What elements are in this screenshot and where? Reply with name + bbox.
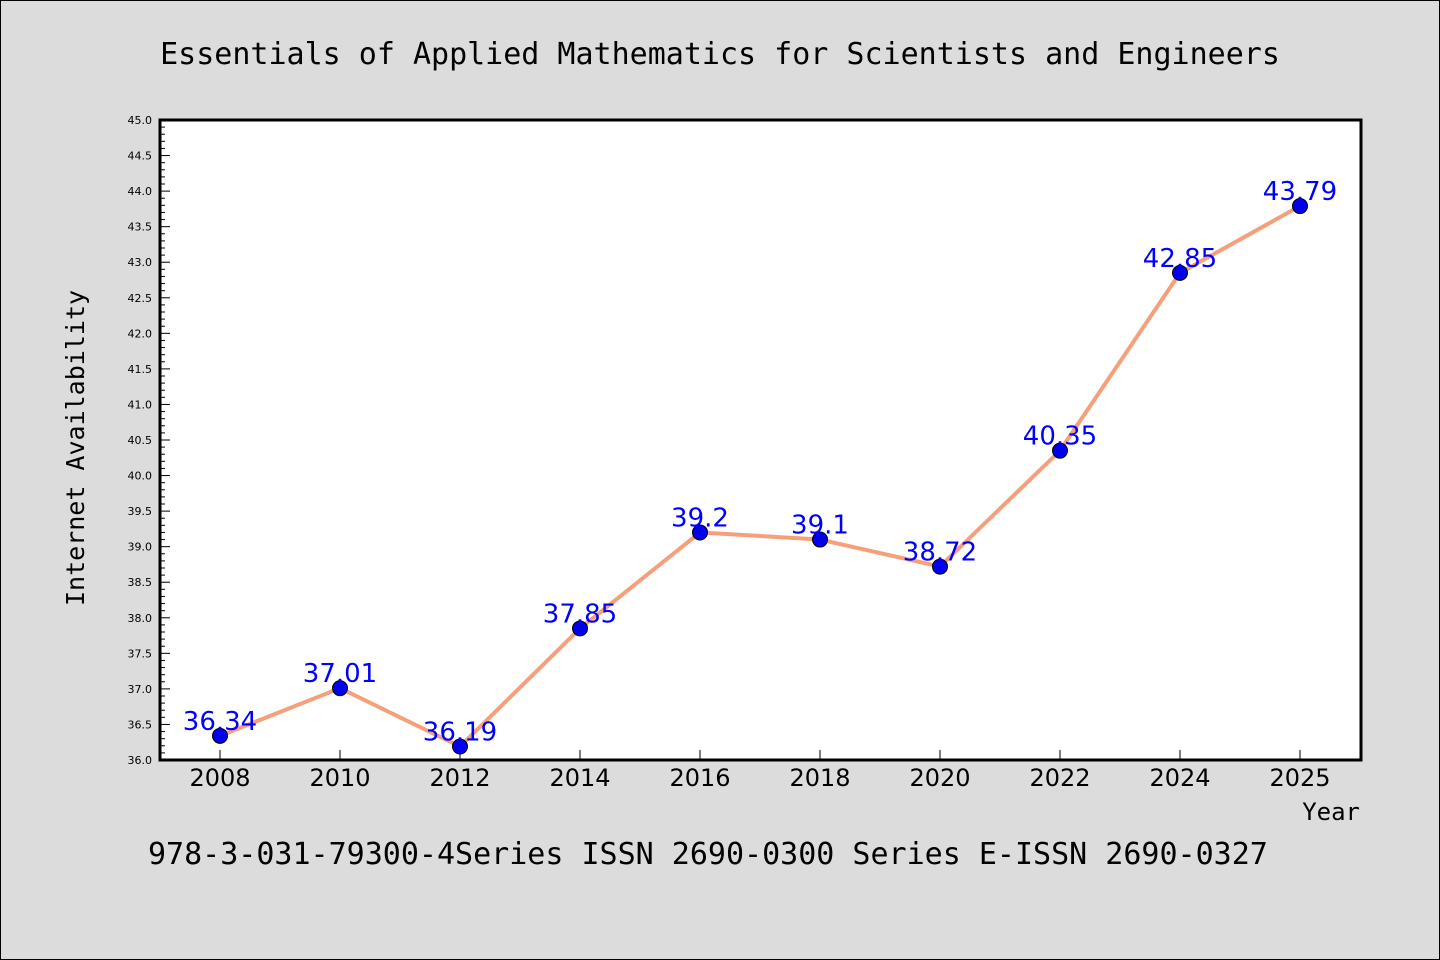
data-label: 40.35 <box>1023 422 1097 452</box>
data-label: 36.34 <box>183 707 257 737</box>
data-point <box>812 531 828 548</box>
y-tick-label: 36.5 <box>128 718 153 731</box>
x-tick-label: 2012 <box>429 764 490 792</box>
y-tick-label: 40.5 <box>128 434 153 447</box>
y-tick-label: 37.5 <box>128 647 153 660</box>
data-label: 37.85 <box>543 599 617 629</box>
series-layer: 36.34 37.01 36.19 37.85 39.2 39.1 38.72 40.35 42… <box>183 177 1337 755</box>
data-label: 42.85 <box>1143 244 1217 274</box>
data-label: 38.72 <box>903 538 977 568</box>
y-tick-label: 45.0 <box>128 114 153 127</box>
y-tick-label: 40.0 <box>128 470 153 483</box>
x-tick-label: 2008 <box>189 764 250 792</box>
data-label: 36.19 <box>423 717 497 747</box>
x-axis-label: Year <box>1302 798 1360 826</box>
series-line <box>219 204 1301 749</box>
y-tick-label: 43.5 <box>128 221 153 234</box>
y-tick-label: 36.0 <box>128 754 153 767</box>
data-label: 39.1 <box>791 511 849 541</box>
x-tick-label: 2024 <box>1149 764 1210 792</box>
plot-area <box>158 118 1363 762</box>
y-tick-label: 37.0 <box>128 683 153 696</box>
y-axis: 36.0 36.5 37.0 37.5 38.0 38.5 39.0 39.5 40.0 40.5… <box>128 114 170 767</box>
data-point <box>1052 442 1068 459</box>
x-tick-label: 2010 <box>309 764 370 792</box>
data-label: 43.79 <box>1263 177 1337 207</box>
footer-isbn-issn: 978-3-031-79300-4Series ISSN 2690-0300 S… <box>148 837 1268 872</box>
chart-title: Essentials of Applied Mathematics for Sc… <box>160 37 1280 72</box>
data-point <box>692 524 708 541</box>
y-tick-label: 44.0 <box>128 185 153 198</box>
x-tick-label: 2025 <box>1269 764 1330 792</box>
y-axis-label: Internet Availability <box>61 290 90 606</box>
data-point <box>1292 198 1308 215</box>
x-axis: 2008 2010 2012 2014 2016 2018 2020 2022 2024 2025 <box>189 750 1331 792</box>
data-point <box>212 727 228 744</box>
x-tick-label: 2018 <box>789 764 850 792</box>
y-tick-label: 42.5 <box>128 292 153 305</box>
y-tick-label: 39.5 <box>128 505 153 518</box>
data-point <box>332 680 348 697</box>
x-tick-label: 2016 <box>669 764 730 792</box>
data-point <box>452 738 468 755</box>
data-point <box>1172 264 1188 281</box>
y-tick-label: 38.5 <box>128 576 153 589</box>
data-point <box>932 558 948 575</box>
y-tick-label: 41.5 <box>128 363 153 376</box>
y-tick-label: 39.0 <box>128 541 153 554</box>
data-point <box>572 620 588 637</box>
y-tick-label: 42.0 <box>128 327 153 340</box>
y-tick-label: 38.0 <box>128 612 153 625</box>
x-tick-label: 2020 <box>909 764 970 792</box>
y-tick-label: 41.0 <box>128 398 153 411</box>
y-tick-label: 44.5 <box>128 150 153 163</box>
data-label: 39.2 <box>671 503 729 533</box>
data-label: 37.01 <box>303 659 377 689</box>
x-tick-label: 2014 <box>549 764 610 792</box>
x-tick-label: 2022 <box>1029 764 1090 792</box>
y-tick-label: 43.0 <box>128 256 153 269</box>
